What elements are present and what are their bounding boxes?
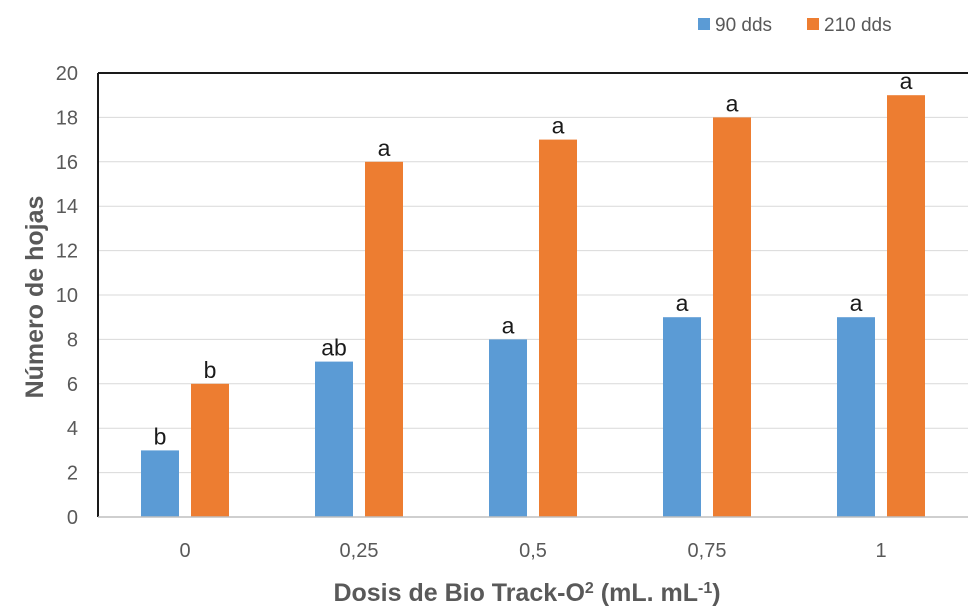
bar-significance-label: a: [726, 90, 739, 116]
y-tick-label: 4: [67, 418, 78, 440]
x-tick-label: 0: [179, 540, 190, 562]
bar-significance-label: a: [676, 290, 689, 316]
x-axis-title-unit: (mL. mL: [594, 579, 698, 607]
x-tick-label: 0,25: [340, 540, 379, 562]
bar-significance-label: a: [378, 135, 391, 161]
y-tick-label: 6: [67, 374, 78, 396]
x-tick-label: 0,75: [688, 540, 727, 562]
bar-210dds: [887, 95, 925, 517]
x-tick-label: 1: [875, 540, 886, 562]
legend: 90 dds 210 dds: [698, 15, 892, 36]
legend-swatch-210-dds: [807, 18, 819, 30]
x-tick-label: 0,5: [519, 540, 547, 562]
bar-significance-label: a: [552, 113, 565, 139]
bar-90dds: [837, 317, 875, 517]
bar-210dds: [713, 117, 751, 518]
bar-significance-label: ab: [321, 335, 347, 361]
x-axis-title: Dosis de Bio Track-O2 (mL. mL-1): [333, 579, 720, 607]
y-tick-label: 14: [56, 196, 78, 218]
bar-90dds: [141, 450, 179, 517]
bar-significance-label: a: [900, 68, 913, 94]
y-tick-labels: 0 2 4 6 8 10 12 14 16 18 20: [56, 63, 78, 529]
y-tick-label: 12: [56, 241, 78, 263]
bar-90dds: [489, 339, 527, 517]
x-axis-title-main: Dosis de Bio Track-O: [333, 579, 584, 607]
bar-90dds: [315, 361, 353, 517]
y-tick-label: 0: [67, 507, 78, 529]
bars: [141, 95, 925, 518]
y-axis-title: Número de hojas: [21, 196, 49, 399]
legend-swatch-90-dds: [698, 18, 710, 30]
y-tick-label: 8: [67, 329, 78, 351]
significance-labels: b b ab a a a a a a a: [154, 68, 913, 449]
bar-210dds: [365, 161, 403, 518]
x-axis-title-close-paren: ): [712, 579, 720, 607]
y-tick-label: 20: [56, 63, 78, 85]
x-axis-title-superscript-2: 2: [585, 580, 594, 597]
x-axis-title-superscript-minus1: -1: [698, 580, 712, 597]
y-tick-label: 18: [56, 107, 78, 129]
gridlines: [98, 116, 968, 474]
bar-significance-label: b: [204, 357, 217, 383]
y-tick-label: 10: [56, 285, 78, 307]
bar-significance-label: a: [502, 312, 515, 338]
y-tick-label: 16: [56, 152, 78, 174]
bar-significance-label: b: [154, 423, 167, 449]
y-tick-label: 2: [67, 463, 78, 485]
bar-significance-label: a: [850, 290, 863, 316]
bar-210dds: [539, 139, 577, 517]
legend-label-90-dds: 90 dds: [715, 15, 772, 36]
legend-label-210-dds: 210 dds: [824, 15, 892, 36]
bar-90dds: [663, 317, 701, 517]
bar-210dds: [191, 383, 229, 517]
x-tick-labels: 0 0,25 0,5 0,75 1: [179, 540, 886, 562]
